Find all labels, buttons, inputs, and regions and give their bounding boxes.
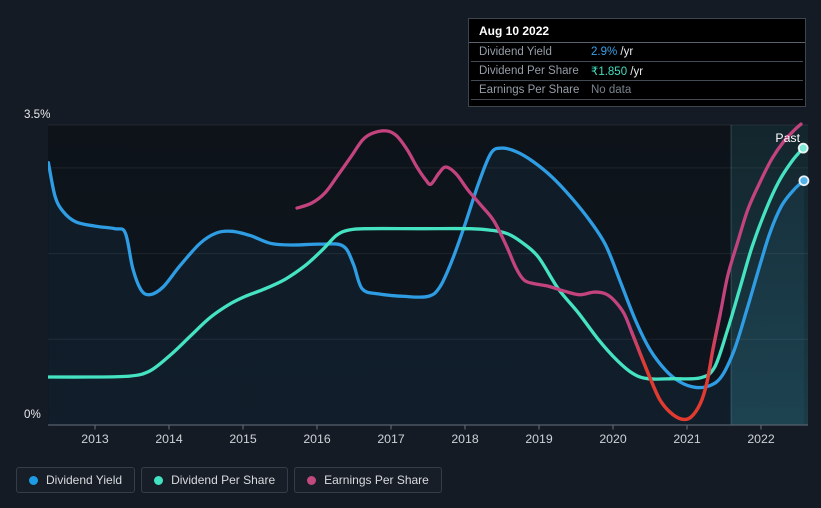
past-label: Past bbox=[775, 131, 800, 145]
tooltip-value: 2.9% /yr bbox=[591, 46, 634, 58]
tooltip-label: Dividend Yield bbox=[479, 46, 552, 58]
legend-label: Dividend Per Share bbox=[171, 473, 276, 487]
dividend-yield-area bbox=[48, 148, 804, 425]
legend-label: Dividend Yield bbox=[46, 473, 123, 487]
legend-item-dividend-per-share[interactable]: Dividend Per Share bbox=[141, 467, 289, 493]
x-axis-label-2015: 2015 bbox=[229, 432, 257, 446]
tooltip-value: No data bbox=[591, 84, 632, 96]
tooltip-label: Earnings Per Share bbox=[479, 84, 580, 96]
dividend-yield-endpoint-dot bbox=[798, 175, 810, 187]
dividend-per-share-endpoint-dot bbox=[797, 142, 809, 154]
gridlines bbox=[48, 124, 808, 340]
chart-tooltip: Aug 10 2022 Dividend Yield 2.9% /yr Divi… bbox=[468, 18, 806, 107]
dividend-yield-line bbox=[48, 146, 806, 390]
legend-item-dividend-yield[interactable]: Dividend Yield bbox=[16, 467, 136, 493]
tooltip-value: ₹1.850 /yr bbox=[591, 66, 644, 78]
y-axis-label-3-5: 3.5% bbox=[24, 108, 50, 121]
x-axis-label-2013: 2013 bbox=[81, 432, 109, 446]
eps-negative-segment bbox=[629, 311, 722, 422]
x-axis-label-2016: 2016 bbox=[303, 432, 331, 446]
earnings-per-share-color-dot bbox=[307, 475, 317, 485]
y-axis-label-0: 0% bbox=[24, 408, 41, 421]
tooltip-label: Dividend Per Share bbox=[479, 65, 579, 77]
dividend-per-share-color-dot bbox=[154, 475, 164, 485]
x-axis: 2013 2014 2015 2016 2017 2018 2019 2020 2021 2022 bbox=[81, 425, 775, 446]
x-axis-label-2018: 2018 bbox=[451, 432, 479, 446]
tooltip-row-dividend-per-share: Dividend Per Share ₹1.850 /yr bbox=[471, 62, 803, 81]
legend-label: Earnings Per Share bbox=[324, 473, 429, 487]
x-axis-label-2019: 2019 bbox=[525, 432, 553, 446]
x-axis-label-2021: 2021 bbox=[673, 432, 701, 446]
x-axis-label-2014: 2014 bbox=[155, 432, 183, 446]
x-axis-label-2017: 2017 bbox=[377, 432, 405, 446]
legend-item-earnings-per-share[interactable]: Earnings Per Share bbox=[294, 467, 442, 493]
chart-legend: Dividend Yield Dividend Per Share Earnin… bbox=[16, 467, 442, 493]
x-axis-label-2020: 2020 bbox=[599, 432, 627, 446]
dividend-yield-color-dot bbox=[29, 475, 38, 485]
tooltip-row-dividend-yield: Dividend Yield 2.9% /yr bbox=[471, 43, 803, 62]
tooltip-row-earnings-per-share: Earnings Per Share No data bbox=[471, 81, 803, 100]
tooltip-date: Aug 10 2022 bbox=[469, 19, 805, 43]
x-axis-label-2022: 2022 bbox=[747, 432, 775, 446]
